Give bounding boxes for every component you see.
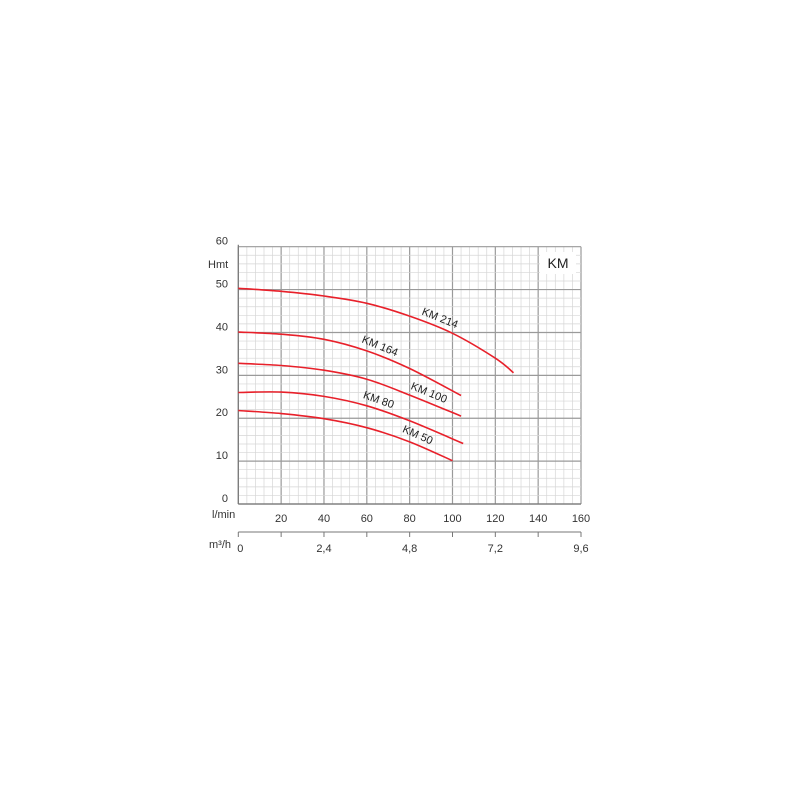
x-tick-label: 120 (486, 513, 504, 525)
y-tick-label: 30 (216, 364, 228, 376)
series-line-km-100 (238, 362, 462, 417)
x-tick-label: 100 (443, 513, 461, 525)
y-tick-label: 20 (216, 407, 228, 419)
x-axis-label: l/min (212, 509, 235, 521)
title-box (540, 252, 576, 274)
chart-title: KM (548, 255, 569, 271)
x-tick-label: 20 (275, 513, 287, 525)
y-tick-label: 0 (222, 493, 228, 505)
x-tick-label: 140 (529, 513, 547, 525)
y-tick-label: 60 (216, 236, 228, 248)
y-axis-label: Hmt (208, 259, 228, 271)
grid (237, 244, 582, 505)
y-tick-label: 10 (216, 450, 228, 462)
secondary-x-tick-label: 2,4 (316, 543, 331, 555)
x-tick-label: 40 (318, 513, 330, 525)
series-line-km-50 (238, 409, 453, 462)
secondary-x-tick-label: 0 (237, 543, 243, 555)
y-tick-label: 50 (216, 279, 228, 291)
series-line-km-164 (238, 331, 462, 397)
secondary-x-tick-label: 4,8 (402, 543, 417, 555)
x-tick-label: 60 (361, 513, 373, 525)
secondary-x-tick-label: 7,2 (488, 543, 503, 555)
series-line-km-214 (238, 287, 515, 374)
x-tick-label: 160 (572, 513, 590, 525)
series-line-km-80 (238, 391, 464, 445)
y-tick-label: 40 (216, 321, 228, 333)
x-tick-label: 80 (404, 513, 416, 525)
secondary-x-axis-label: m³/h (209, 539, 231, 551)
secondary-x-tick-label: 9,6 (573, 543, 588, 555)
